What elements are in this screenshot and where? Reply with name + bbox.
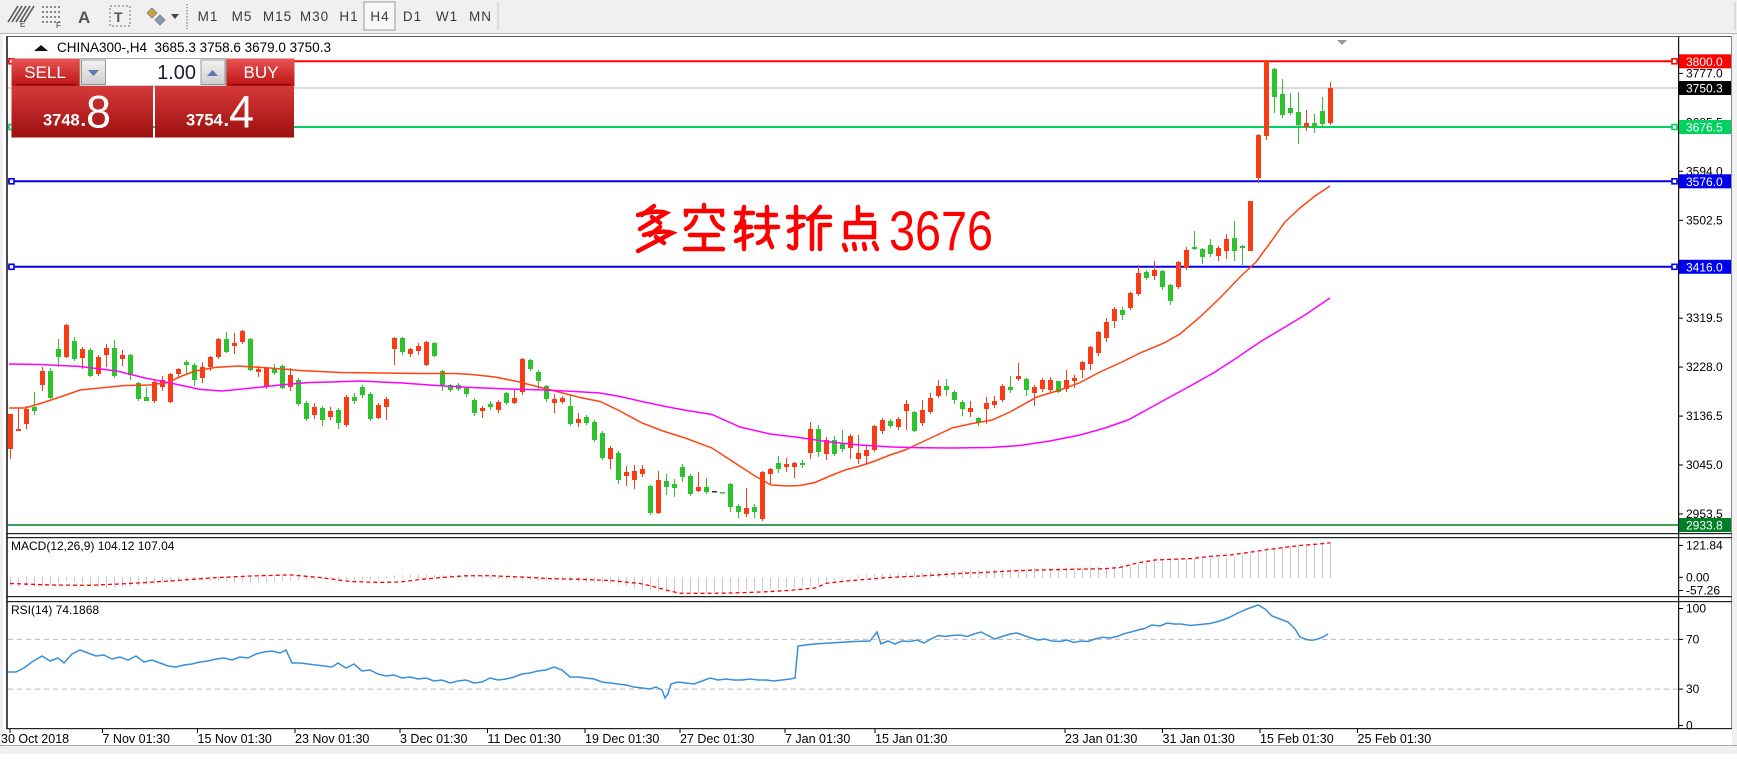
svg-text:E: E xyxy=(20,20,25,29)
svg-text:3576.0: 3576.0 xyxy=(1686,175,1723,189)
svg-text:7 Nov 01:30: 7 Nov 01:30 xyxy=(103,732,170,746)
svg-text:-57.26: -57.26 xyxy=(1686,584,1720,598)
svg-text:3136.5: 3136.5 xyxy=(1686,409,1723,423)
svg-text:MACD(12,26,9) 104.12 107.04: MACD(12,26,9) 104.12 107.04 xyxy=(11,539,175,553)
svg-text:W1: W1 xyxy=(436,9,458,24)
svg-text:2953.5: 2953.5 xyxy=(1686,507,1723,521)
svg-text:M1: M1 xyxy=(198,9,219,24)
svg-text:23 Nov 01:30: 23 Nov 01:30 xyxy=(295,732,369,746)
svg-text:15 Feb 01:30: 15 Feb 01:30 xyxy=(1260,732,1334,746)
svg-text:A: A xyxy=(78,8,90,27)
svg-text:CHINA300-,H4 3685.3 3758.6 36: CHINA300-,H4 3685.3 3758.6 3679.0 3750.3 xyxy=(57,40,331,55)
svg-text:15 Nov 01:30: 15 Nov 01:30 xyxy=(198,732,272,746)
svg-text:M30: M30 xyxy=(300,9,329,24)
svg-text:D1: D1 xyxy=(403,9,422,24)
svg-text:19 Dec 01:30: 19 Dec 01:30 xyxy=(585,732,659,746)
svg-text:H1: H1 xyxy=(339,9,358,24)
svg-text:3045.0: 3045.0 xyxy=(1686,458,1723,472)
svg-text:0: 0 xyxy=(1686,719,1693,733)
svg-text:SELL: SELL xyxy=(24,63,66,82)
svg-text:BUY: BUY xyxy=(244,63,279,82)
svg-text:3 Dec 01:30: 3 Dec 01:30 xyxy=(400,732,467,746)
svg-text:2933.8: 2933.8 xyxy=(1686,519,1723,533)
svg-text:15 Jan 01:30: 15 Jan 01:30 xyxy=(875,732,947,746)
svg-text:0.00: 0.00 xyxy=(1686,570,1710,584)
svg-text:F: F xyxy=(56,21,61,30)
svg-text:3750.3: 3750.3 xyxy=(1686,82,1723,96)
svg-text:H4: H4 xyxy=(370,9,389,24)
svg-text:1.00: 1.00 xyxy=(157,62,196,84)
svg-text:RSI(14) 74.1868: RSI(14) 74.1868 xyxy=(11,603,99,617)
svg-text:3228.0: 3228.0 xyxy=(1686,360,1723,374)
svg-text:.: . xyxy=(81,109,87,131)
svg-text:30 Oct 2018: 30 Oct 2018 xyxy=(1,732,69,746)
svg-text:100: 100 xyxy=(1686,602,1706,616)
svg-text:M5: M5 xyxy=(232,9,253,24)
svg-text:30: 30 xyxy=(1686,682,1700,696)
svg-text:3416.0: 3416.0 xyxy=(1686,260,1723,274)
svg-text:.: . xyxy=(224,109,230,131)
svg-text:3777.0: 3777.0 xyxy=(1686,66,1723,80)
svg-text:3754: 3754 xyxy=(186,112,224,130)
svg-text:T: T xyxy=(114,9,123,25)
svg-text:25 Feb 01:30: 25 Feb 01:30 xyxy=(1358,732,1432,746)
svg-text:3800.0: 3800.0 xyxy=(1686,55,1723,69)
svg-text:7 Jan 01:30: 7 Jan 01:30 xyxy=(785,732,850,746)
svg-text:3502.5: 3502.5 xyxy=(1686,213,1723,227)
svg-text:M15: M15 xyxy=(263,9,292,24)
svg-text:11 Dec 01:30: 11 Dec 01:30 xyxy=(488,732,561,746)
svg-text:70: 70 xyxy=(1686,632,1700,646)
svg-text:3676: 3676 xyxy=(889,199,993,262)
svg-text:27 Dec 01:30: 27 Dec 01:30 xyxy=(680,732,754,746)
svg-text:3748: 3748 xyxy=(43,112,80,130)
svg-text:3676.5: 3676.5 xyxy=(1686,121,1723,135)
svg-text:3319.5: 3319.5 xyxy=(1686,311,1723,325)
svg-text:23 Jan 01:30: 23 Jan 01:30 xyxy=(1065,732,1137,746)
svg-text:8: 8 xyxy=(86,87,111,138)
svg-text:121.84: 121.84 xyxy=(1686,538,1723,552)
svg-text:MN: MN xyxy=(469,9,492,24)
svg-text:4: 4 xyxy=(229,87,254,138)
svg-text:31 Jan 01:30: 31 Jan 01:30 xyxy=(1163,732,1235,746)
